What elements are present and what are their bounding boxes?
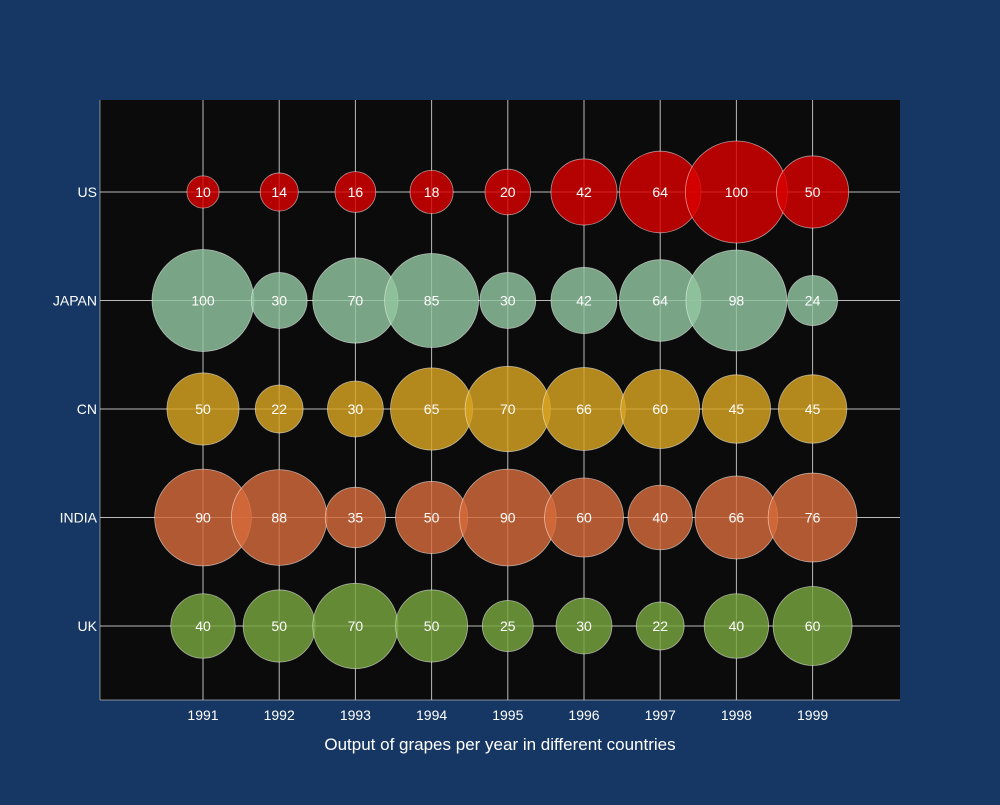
axis-ticks: 1991 1992 1993 1994 1995 1996 1997 1998 1999 US JA… <box>53 100 900 723</box>
bubble-value-label: 20 <box>500 184 516 200</box>
bubble-value-label: 85 <box>424 293 440 309</box>
bubble-value-label: 42 <box>576 293 592 309</box>
bubble-us-1991[interactable] <box>186 175 220 209</box>
bubble-value-label: 50 <box>805 184 821 200</box>
bubble-cn-1992[interactable] <box>254 384 304 434</box>
y-tick-label: US <box>78 184 97 200</box>
x-tick-label: 1994 <box>416 707 447 723</box>
bubble-cn-1998[interactable] <box>701 374 772 444</box>
bubble-value-label: 30 <box>271 293 287 309</box>
bubble-value-label: 70 <box>348 618 364 634</box>
bubble-value-label: 35 <box>348 510 364 526</box>
bubble-cn-1991[interactable] <box>166 372 240 446</box>
bubble-value-label: 30 <box>348 401 364 417</box>
bubble-us-1993[interactable] <box>334 171 377 213</box>
x-tick-label: 1997 <box>645 707 676 723</box>
bubble-value-label: 42 <box>576 184 592 200</box>
bubble-value-label: 22 <box>652 618 668 634</box>
bubble-japan-1995[interactable] <box>479 272 537 329</box>
bubble-value-label: 70 <box>500 401 516 417</box>
bubble-value-label: 22 <box>271 401 287 417</box>
bubble-value-label: 88 <box>271 510 287 526</box>
bubble-value-label: 60 <box>652 401 668 417</box>
y-tick-label: INDIA <box>60 510 98 526</box>
bubble-us-1992[interactable] <box>259 172 299 212</box>
bubble-value-label: 30 <box>500 293 516 309</box>
bubble-value-label: 90 <box>500 510 516 526</box>
bubble-value-label: 40 <box>195 618 211 634</box>
bubble-value-label: 64 <box>652 293 668 309</box>
bubble-value-label: 66 <box>729 510 745 526</box>
y-tick-label: UK <box>78 618 98 634</box>
bubble-value-label: 30 <box>576 618 592 634</box>
y-tick-label: CN <box>77 401 97 417</box>
bubble-japan-1998[interactable] <box>685 249 788 352</box>
bubble-us-1994[interactable] <box>409 169 454 215</box>
x-tick-label: 1991 <box>187 707 218 723</box>
bubble-value-label: 76 <box>805 510 821 526</box>
bubble-uk-1999[interactable] <box>772 586 853 666</box>
bubble-value-label: 70 <box>348 293 364 309</box>
bubble-japan-1992[interactable] <box>250 272 308 329</box>
bubble-india-1999[interactable] <box>767 472 858 563</box>
bubble-value-label: 64 <box>652 184 668 200</box>
x-tick-label: 1995 <box>492 707 523 723</box>
bubble-india-1997[interactable] <box>627 484 693 551</box>
bubble-uk-1991[interactable] <box>170 593 236 659</box>
x-tick-label: 1999 <box>797 707 828 723</box>
bubble-value-label: 60 <box>805 618 821 634</box>
bubble-cn-1999[interactable] <box>777 374 848 444</box>
bubble-value-label: 100 <box>725 184 749 200</box>
y-tick-label: JAPAN <box>53 293 97 309</box>
bubble-india-1993[interactable] <box>324 486 386 549</box>
bubble-value-label: 45 <box>729 401 745 417</box>
x-tick-label: 1998 <box>721 707 752 723</box>
bubble-us-1996[interactable] <box>550 158 618 226</box>
bubble-uk-1996[interactable] <box>555 597 613 655</box>
bubble-value-label: 50 <box>271 618 287 634</box>
bubble-value-label: 65 <box>424 401 440 417</box>
bubble-value-label: 60 <box>576 510 592 526</box>
bubble-cn-1993[interactable] <box>327 380 384 438</box>
bubble-value-label: 50 <box>424 618 440 634</box>
bubble-value-label: 40 <box>652 510 668 526</box>
x-tick-label: 1992 <box>264 707 295 723</box>
bubble-us-1995[interactable] <box>484 168 532 216</box>
bubble-cn-1997[interactable] <box>620 369 701 449</box>
bubble-japan-1999[interactable] <box>787 275 838 326</box>
bubble-value-label: 16 <box>348 184 364 200</box>
bubble-japan-1994[interactable] <box>384 253 480 348</box>
bubble-value-label: 18 <box>424 184 440 200</box>
bubble-value-label: 45 <box>805 401 821 417</box>
bubble-value-label: 24 <box>805 293 821 309</box>
bubbles <box>151 140 858 670</box>
bubble-value-label: 50 <box>195 401 211 417</box>
x-tick-label: 1993 <box>340 707 371 723</box>
x-axis-label: Output of grapes per year in different c… <box>324 735 675 754</box>
bubble-value-label: 10 <box>195 184 211 200</box>
bubble-value-label: 14 <box>271 184 287 200</box>
bubble-india-1996[interactable] <box>544 477 624 558</box>
bubble-japan-1996[interactable] <box>550 267 618 334</box>
bubble-value-label: 25 <box>500 618 516 634</box>
bubble-uk-1997[interactable] <box>635 601 685 651</box>
bubble-value-label: 40 <box>729 618 745 634</box>
bubble-value-label: 50 <box>424 510 440 526</box>
bubble-uk-1994[interactable] <box>395 589 469 663</box>
bubble-us-1999[interactable] <box>776 155 850 229</box>
bubble-labels: 10 14 16 18 20 42 64 100 50 100 30 70 85 30 42 64 98 24 50… <box>191 184 820 634</box>
bubble-value-label: 100 <box>191 293 215 309</box>
bubble-uk-1995[interactable] <box>481 600 534 652</box>
bubble-value-label: 98 <box>729 293 745 309</box>
x-tick-label: 1996 <box>568 707 599 723</box>
bubble-value-label: 66 <box>576 401 592 417</box>
bubble-uk-1998[interactable] <box>703 593 770 659</box>
bubble-value-label: 90 <box>195 510 211 526</box>
